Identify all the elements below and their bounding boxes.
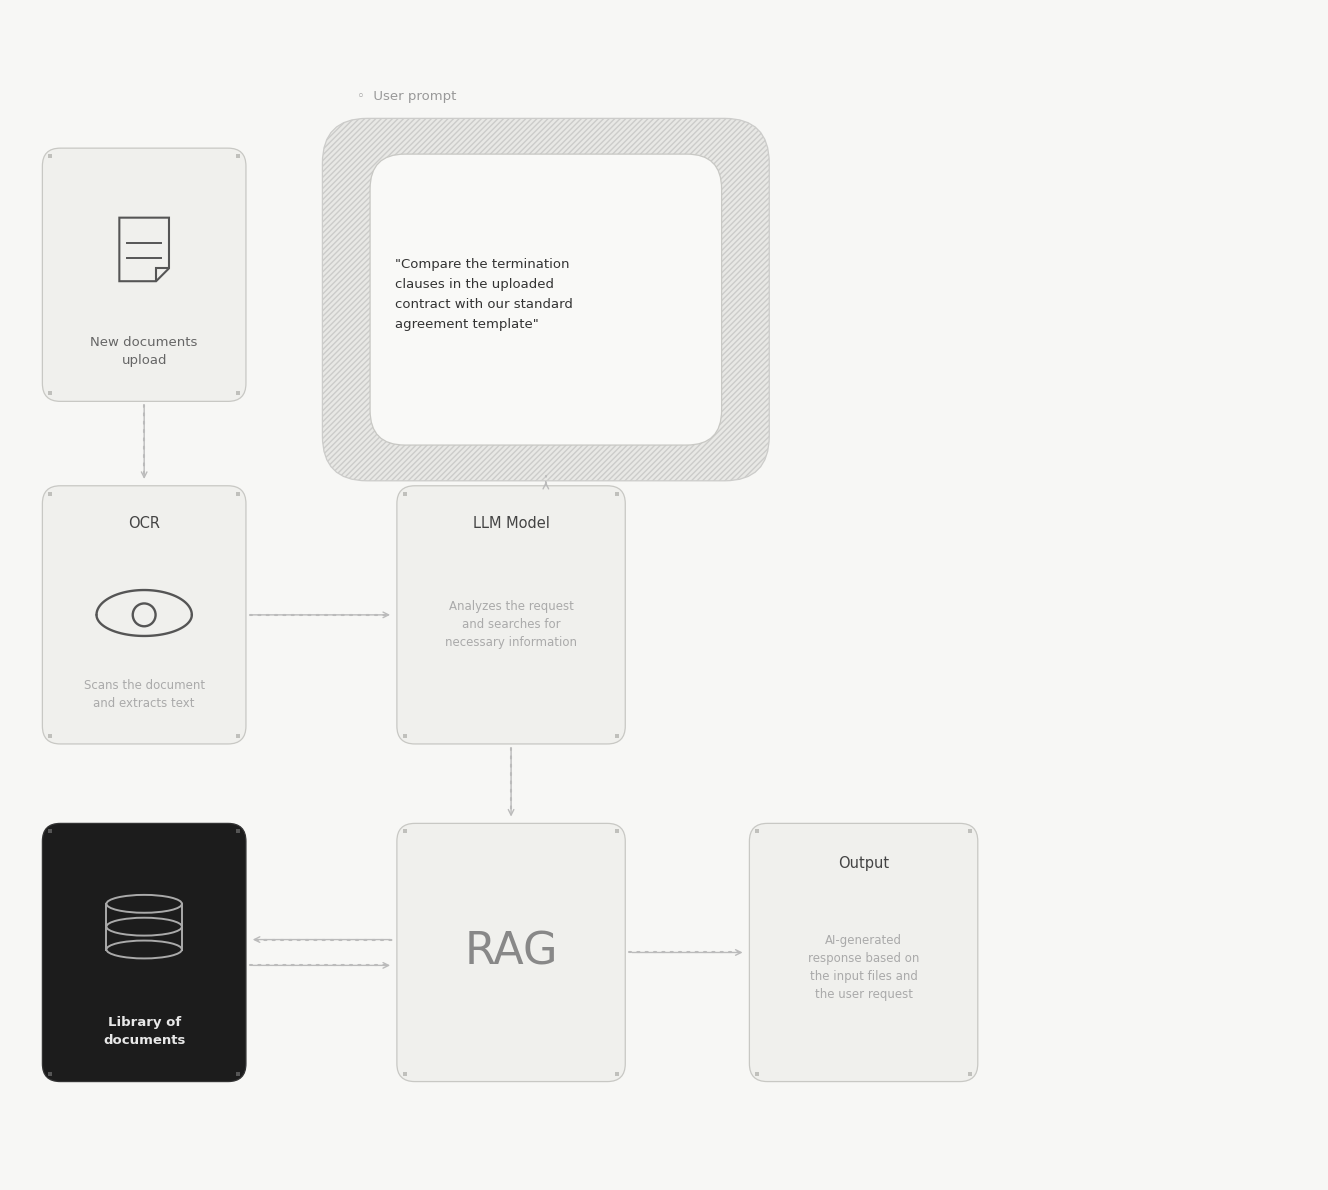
Text: Output: Output: [838, 856, 890, 871]
FancyBboxPatch shape: [42, 486, 246, 744]
FancyBboxPatch shape: [397, 823, 625, 1082]
Text: AI-generated
response based on
the input files and
the user request: AI-generated response based on the input…: [807, 934, 919, 1001]
Ellipse shape: [106, 895, 182, 913]
FancyBboxPatch shape: [371, 155, 721, 445]
Text: Scans the document
and extracts text: Scans the document and extracts text: [84, 678, 205, 709]
FancyBboxPatch shape: [397, 486, 625, 744]
FancyBboxPatch shape: [323, 118, 769, 481]
Ellipse shape: [106, 940, 182, 958]
Text: New documents
upload: New documents upload: [90, 337, 198, 368]
Polygon shape: [106, 904, 182, 950]
Text: "Compare the termination
clauses in the uploaded
contract with our standard
agre: "Compare the termination clauses in the …: [394, 258, 572, 331]
FancyBboxPatch shape: [749, 823, 977, 1082]
Text: OCR: OCR: [129, 516, 161, 531]
Text: RAG: RAG: [465, 931, 558, 973]
Text: Library of
documents: Library of documents: [104, 1016, 186, 1047]
Text: ◦  User prompt: ◦ User prompt: [357, 90, 457, 104]
FancyBboxPatch shape: [42, 823, 246, 1082]
FancyBboxPatch shape: [42, 148, 246, 401]
Text: Analyzes the request
and searches for
necessary information: Analyzes the request and searches for ne…: [445, 600, 578, 650]
Text: LLM Model: LLM Model: [473, 516, 550, 531]
Ellipse shape: [106, 917, 182, 935]
